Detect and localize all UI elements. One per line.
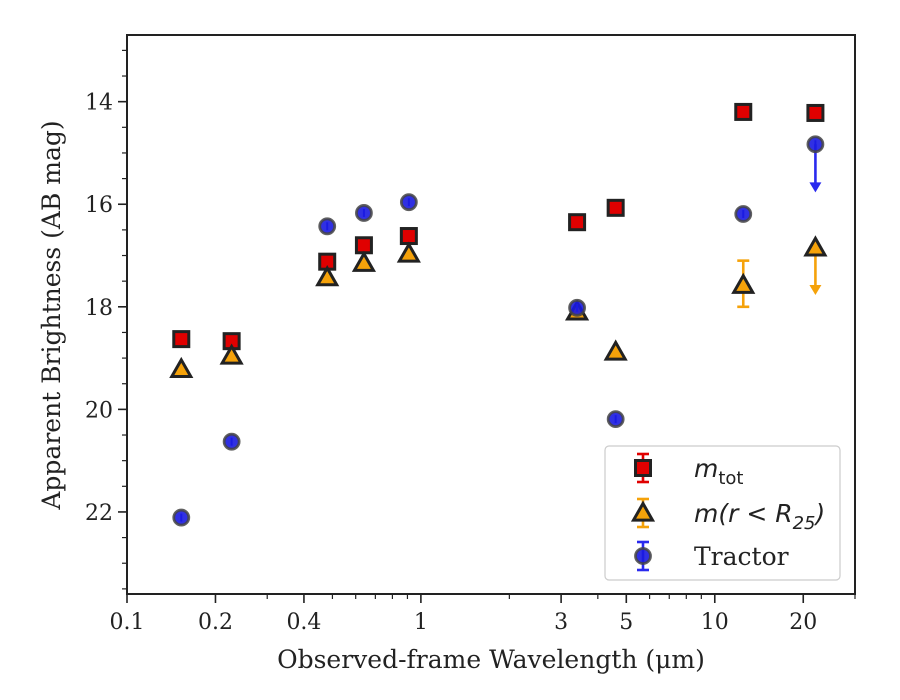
y-tick-label: 22 bbox=[85, 501, 113, 526]
y-tick-label: 18 bbox=[85, 296, 113, 321]
x-tick-label: 20 bbox=[789, 610, 817, 635]
mtot-point bbox=[606, 198, 625, 217]
legend-item-mr25: m(r < R25) bbox=[630, 497, 825, 534]
mr25-upper-limit-arrow-head bbox=[809, 284, 822, 295]
legend-marker-tractor bbox=[634, 547, 652, 565]
tractor-point bbox=[355, 204, 373, 222]
series-tractor bbox=[172, 135, 825, 527]
mtot-point bbox=[568, 213, 587, 232]
series-mtot bbox=[172, 102, 825, 351]
x-tick-label: 1 bbox=[414, 610, 428, 635]
mr25-point bbox=[803, 235, 828, 257]
legend-box bbox=[604, 445, 841, 581]
mr25-point bbox=[315, 265, 340, 287]
tractor-upper-limit-arrow-head bbox=[809, 182, 822, 193]
tractor-point bbox=[399, 193, 418, 212]
x-tick-label: 10 bbox=[701, 610, 729, 635]
tractor-point bbox=[222, 432, 241, 451]
mr25-point bbox=[603, 339, 628, 361]
tractor-point bbox=[318, 217, 337, 236]
tractor-point bbox=[606, 410, 625, 429]
mtot-point bbox=[734, 102, 753, 121]
y-axis-title: Apparent Brightness (AB mag) bbox=[37, 120, 66, 510]
legend-item-mtot: mtot bbox=[634, 452, 744, 489]
legend-marker-mr25 bbox=[630, 500, 656, 522]
x-axis-title: Observed-frame Wavelength (μm) bbox=[277, 645, 705, 674]
legend-marker-mtot bbox=[634, 459, 652, 477]
x-tick-label: 0.4 bbox=[286, 610, 321, 635]
tractor-point bbox=[568, 298, 586, 317]
x-tick-label: 3 bbox=[554, 610, 568, 635]
x-tick-label: 0.2 bbox=[198, 610, 233, 635]
mr25-point bbox=[396, 241, 421, 263]
legend-item-tractor: Tractor bbox=[634, 540, 789, 572]
mtot-point bbox=[354, 236, 373, 255]
mtot-point bbox=[399, 227, 418, 246]
mr25-point bbox=[351, 250, 377, 272]
x-tick-label: 0.1 bbox=[110, 610, 145, 635]
tractor-point bbox=[806, 135, 825, 154]
mtot-point bbox=[172, 330, 191, 349]
mr25-point bbox=[731, 272, 756, 294]
legend-label-mtot: mtot bbox=[694, 454, 744, 489]
series-mr25 bbox=[169, 235, 828, 378]
x-tick-label: 5 bbox=[619, 610, 633, 635]
plot-area-frame bbox=[126, 34, 856, 595]
y-tick-label: 16 bbox=[85, 193, 113, 218]
mr25-point bbox=[219, 343, 244, 365]
tractor-point bbox=[172, 508, 191, 527]
y-tick-label: 14 bbox=[85, 91, 113, 116]
mtot-point bbox=[806, 103, 825, 122]
legend-label-mr25: m(r < R25) bbox=[694, 499, 825, 534]
mr25-point bbox=[169, 356, 194, 378]
y-tick-label: 20 bbox=[85, 398, 113, 423]
tractor-point bbox=[734, 205, 753, 223]
legend-label-tractor: Tractor bbox=[694, 542, 789, 571]
